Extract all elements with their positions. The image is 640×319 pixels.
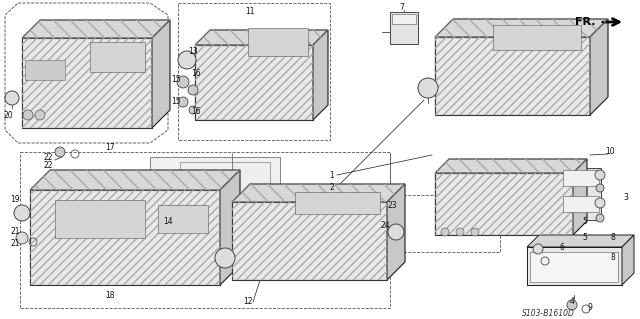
Polygon shape [313, 30, 328, 120]
Text: 21: 21 [10, 227, 20, 236]
Bar [158, 205, 208, 233]
Circle shape [5, 91, 19, 105]
Polygon shape [232, 184, 405, 202]
Text: 23: 23 [387, 201, 397, 210]
Polygon shape [387, 184, 405, 280]
Text: 5: 5 [582, 218, 588, 226]
Polygon shape [590, 19, 608, 115]
Polygon shape [527, 247, 622, 285]
Bar [248, 28, 308, 56]
Circle shape [596, 184, 604, 192]
Text: 11: 11 [245, 8, 255, 17]
Circle shape [177, 76, 189, 88]
Polygon shape [435, 159, 587, 173]
Circle shape [23, 110, 33, 120]
Bar [90, 42, 145, 72]
Text: 15: 15 [171, 76, 181, 85]
Bar [563, 196, 599, 212]
Text: 22: 22 [44, 152, 52, 161]
Text: 4: 4 [570, 298, 575, 307]
Circle shape [16, 232, 28, 244]
Text: 9: 9 [588, 303, 593, 313]
Polygon shape [22, 38, 152, 128]
Circle shape [14, 205, 30, 221]
Polygon shape [435, 173, 573, 235]
Text: 21: 21 [10, 240, 20, 249]
Text: 2: 2 [330, 183, 334, 192]
Polygon shape [435, 37, 590, 115]
Circle shape [188, 85, 198, 95]
Circle shape [418, 78, 438, 98]
Circle shape [471, 228, 479, 236]
Text: 5: 5 [582, 233, 588, 241]
Text: 16: 16 [191, 108, 201, 116]
Text: 15: 15 [171, 98, 181, 107]
Bar [561, 168, 601, 220]
Circle shape [596, 214, 604, 222]
Polygon shape [527, 235, 634, 247]
Text: 8: 8 [611, 234, 616, 242]
Bar [180, 162, 270, 217]
Circle shape [189, 106, 197, 114]
Polygon shape [220, 170, 240, 285]
Bar [295, 192, 380, 214]
Text: 22: 22 [44, 160, 52, 169]
Bar [25, 60, 65, 80]
Circle shape [533, 244, 543, 254]
Text: 24: 24 [380, 220, 390, 229]
Bar [55, 200, 145, 238]
Circle shape [178, 97, 188, 107]
Polygon shape [22, 20, 170, 38]
Circle shape [178, 51, 196, 69]
Polygon shape [622, 235, 634, 285]
Text: 12: 12 [243, 298, 253, 307]
Bar [493, 25, 581, 50]
Circle shape [215, 248, 235, 268]
Text: 10: 10 [605, 147, 615, 157]
Text: 3: 3 [623, 194, 628, 203]
Circle shape [35, 110, 45, 120]
Bar [390, 12, 418, 44]
Text: 18: 18 [105, 292, 115, 300]
Circle shape [388, 224, 404, 240]
Circle shape [456, 228, 464, 236]
Polygon shape [573, 159, 587, 235]
Circle shape [567, 300, 577, 310]
Polygon shape [435, 19, 608, 37]
Polygon shape [195, 45, 313, 120]
Text: 8: 8 [611, 254, 616, 263]
Text: 13: 13 [188, 48, 198, 56]
Bar [563, 170, 599, 186]
Text: 19: 19 [10, 196, 20, 204]
Text: 7: 7 [399, 4, 404, 12]
Polygon shape [232, 202, 387, 280]
Bar [392, 14, 416, 24]
Text: 20: 20 [3, 110, 13, 120]
Text: FR.: FR. [575, 17, 596, 27]
Circle shape [441, 228, 449, 236]
Text: 17: 17 [105, 144, 115, 152]
Text: S103-B1610D: S103-B1610D [522, 308, 575, 317]
Bar [530, 252, 618, 282]
Text: 6: 6 [559, 243, 564, 253]
Circle shape [55, 147, 65, 157]
Text: 1: 1 [330, 170, 334, 180]
Polygon shape [30, 190, 220, 285]
Polygon shape [195, 30, 328, 45]
Polygon shape [30, 170, 240, 190]
Text: 16: 16 [191, 69, 201, 78]
Polygon shape [152, 20, 170, 128]
Text: 14: 14 [163, 218, 173, 226]
Circle shape [595, 198, 605, 208]
Bar [150, 157, 280, 232]
Circle shape [595, 170, 605, 180]
